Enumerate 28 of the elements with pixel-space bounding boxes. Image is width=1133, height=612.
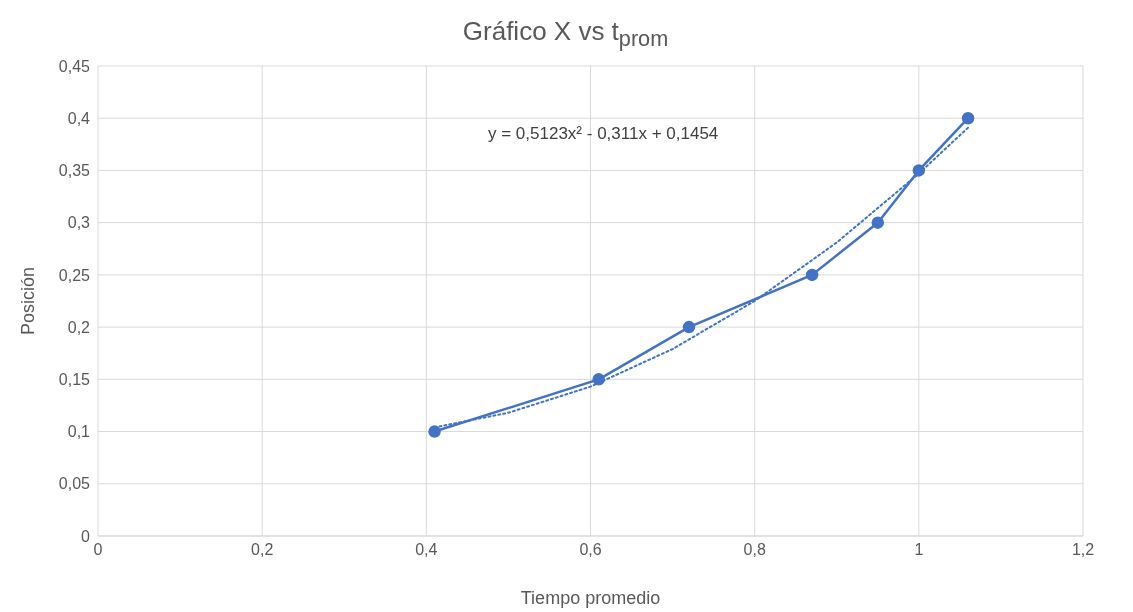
annotation: y = 0,5123x² - 0,311x + 0,1454 [488, 124, 719, 145]
point [682, 321, 696, 334]
point [805, 268, 819, 282]
x-tick-label: 0,4 [415, 541, 438, 559]
x-tick-label: 1,2 [1071, 541, 1095, 559]
y-tick-label: 0,35 [58, 162, 91, 180]
y-axis-title: Posición [18, 267, 39, 336]
y-tick-label: 0 [81, 527, 91, 545]
y-tick-label: 0,45 [58, 57, 91, 75]
x-tick-label: 1 [914, 541, 924, 559]
point [592, 373, 605, 386]
chart-title: Gráfico X vs t$_{prom}$ [461, 15, 670, 54]
y-tick-label: 0,1 [67, 423, 91, 441]
y-tick-label: 0,4 [67, 110, 91, 128]
y-tick-label: 0,3 [67, 214, 91, 232]
y-tick-label: 0,25 [58, 266, 91, 284]
y-tick-label: 0,05 [58, 475, 91, 493]
point [912, 164, 926, 177]
y-tick-label: 0,15 [58, 371, 91, 389]
x-tick-label: 0,2 [251, 541, 274, 559]
x-tick-label: 0,8 [743, 541, 766, 559]
point [961, 112, 975, 125]
point [871, 216, 885, 230]
x-tick-label: 0 [93, 541, 103, 559]
point [428, 425, 441, 438]
y-tick-label: 0,2 [67, 318, 91, 336]
x-tick-label: 0,6 [579, 541, 602, 559]
x-axis-title: Tiempo promedio [520, 588, 661, 609]
